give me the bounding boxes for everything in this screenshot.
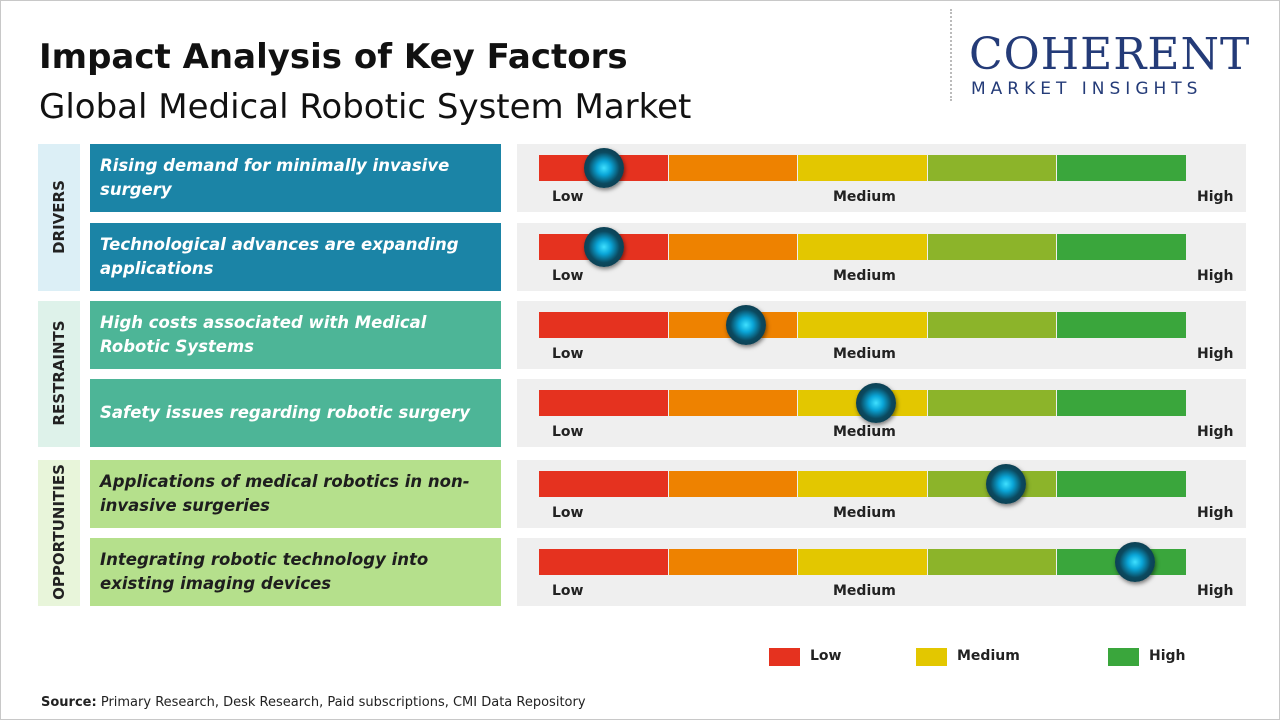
impact-knob — [583, 227, 624, 267]
legend-label: High — [1149, 648, 1186, 664]
scale-label: Low — [552, 505, 584, 521]
legend-label: Medium — [957, 648, 1020, 664]
factor-text: Safety issues regarding robotic surgery — [90, 379, 501, 447]
scale-segment — [539, 471, 668, 497]
scale-label: High — [1197, 346, 1234, 362]
scale-segment — [668, 549, 798, 575]
scale-label: Medium — [833, 268, 896, 284]
subtitle: Global Medical Robotic System Market — [39, 87, 692, 127]
logo-name: COHERENT — [969, 29, 1251, 80]
scale-label: Medium — [833, 583, 896, 599]
factor-text: Integrating robotic technology into exis… — [90, 538, 501, 606]
scale-label: High — [1197, 583, 1234, 599]
scale-label: Low — [552, 268, 584, 284]
scale-label: Low — [552, 189, 584, 205]
scale-segment — [1057, 155, 1186, 181]
scale-label: Low — [552, 346, 584, 362]
scale-segment — [539, 390, 668, 416]
scale-segment — [668, 471, 798, 497]
factor-text: Applications of medical robotics in non-… — [90, 460, 501, 528]
scale-label: Medium — [833, 346, 896, 362]
legend-swatch — [1108, 648, 1139, 666]
scale-segment — [798, 471, 927, 497]
title: Impact Analysis of Key Factors — [39, 37, 628, 77]
scale-label: High — [1197, 424, 1234, 440]
factor-text: High costs associated with Medical Robot… — [90, 301, 501, 369]
scale-label: High — [1197, 189, 1234, 205]
scale-segment — [539, 312, 668, 338]
group-band — [38, 460, 80, 606]
source-text: Primary Research, Desk Research, Paid su… — [100, 695, 586, 710]
source-label: Source: — [41, 695, 97, 710]
scale-segment — [927, 155, 1057, 181]
impact-knob — [726, 305, 767, 345]
legend-label: Low — [810, 648, 842, 664]
group-label: OPPORTUNITIES — [50, 464, 68, 600]
scale-label: High — [1197, 268, 1234, 284]
scale-label: Low — [552, 583, 584, 599]
legend-swatch — [916, 648, 947, 666]
factor-text: Technological advances are expanding app… — [90, 223, 501, 291]
scale-segment — [927, 234, 1057, 260]
group-label: DRIVERS — [50, 179, 68, 254]
source: Source: Primary Research, Desk Research,… — [41, 695, 586, 710]
divider — [950, 9, 952, 101]
scale-segment — [927, 390, 1057, 416]
scale-segment — [927, 549, 1057, 575]
group-label: RESTRAINTS — [50, 320, 68, 426]
scale-label: Medium — [833, 505, 896, 521]
impact-knob — [583, 148, 624, 188]
scale-segment — [1057, 234, 1186, 260]
group-band — [38, 144, 80, 291]
scale-segment — [798, 155, 927, 181]
logo-tagline: MARKET INSIGHTS — [971, 79, 1203, 99]
impact-knob — [855, 383, 896, 423]
impact-knob — [1115, 542, 1156, 582]
scale-segment — [1057, 471, 1186, 497]
scale-segment — [927, 312, 1057, 338]
scale-segment — [1057, 312, 1186, 338]
scale-segment — [539, 549, 668, 575]
scale-segment — [668, 155, 798, 181]
group-band — [38, 301, 80, 447]
legend-swatch — [769, 648, 800, 666]
scale-segment — [668, 390, 798, 416]
factor-text: Rising demand for minimally invasive sur… — [90, 144, 501, 212]
scale-segment — [798, 312, 927, 338]
scale-label: Medium — [833, 424, 896, 440]
scale-segment — [798, 549, 927, 575]
scale-label: High — [1197, 505, 1234, 521]
scale-segment — [668, 234, 798, 260]
scale-segment — [798, 234, 927, 260]
scale-segment — [1057, 390, 1186, 416]
impact-knob — [985, 464, 1026, 504]
scale-label: Low — [552, 424, 584, 440]
scale-label: Medium — [833, 189, 896, 205]
